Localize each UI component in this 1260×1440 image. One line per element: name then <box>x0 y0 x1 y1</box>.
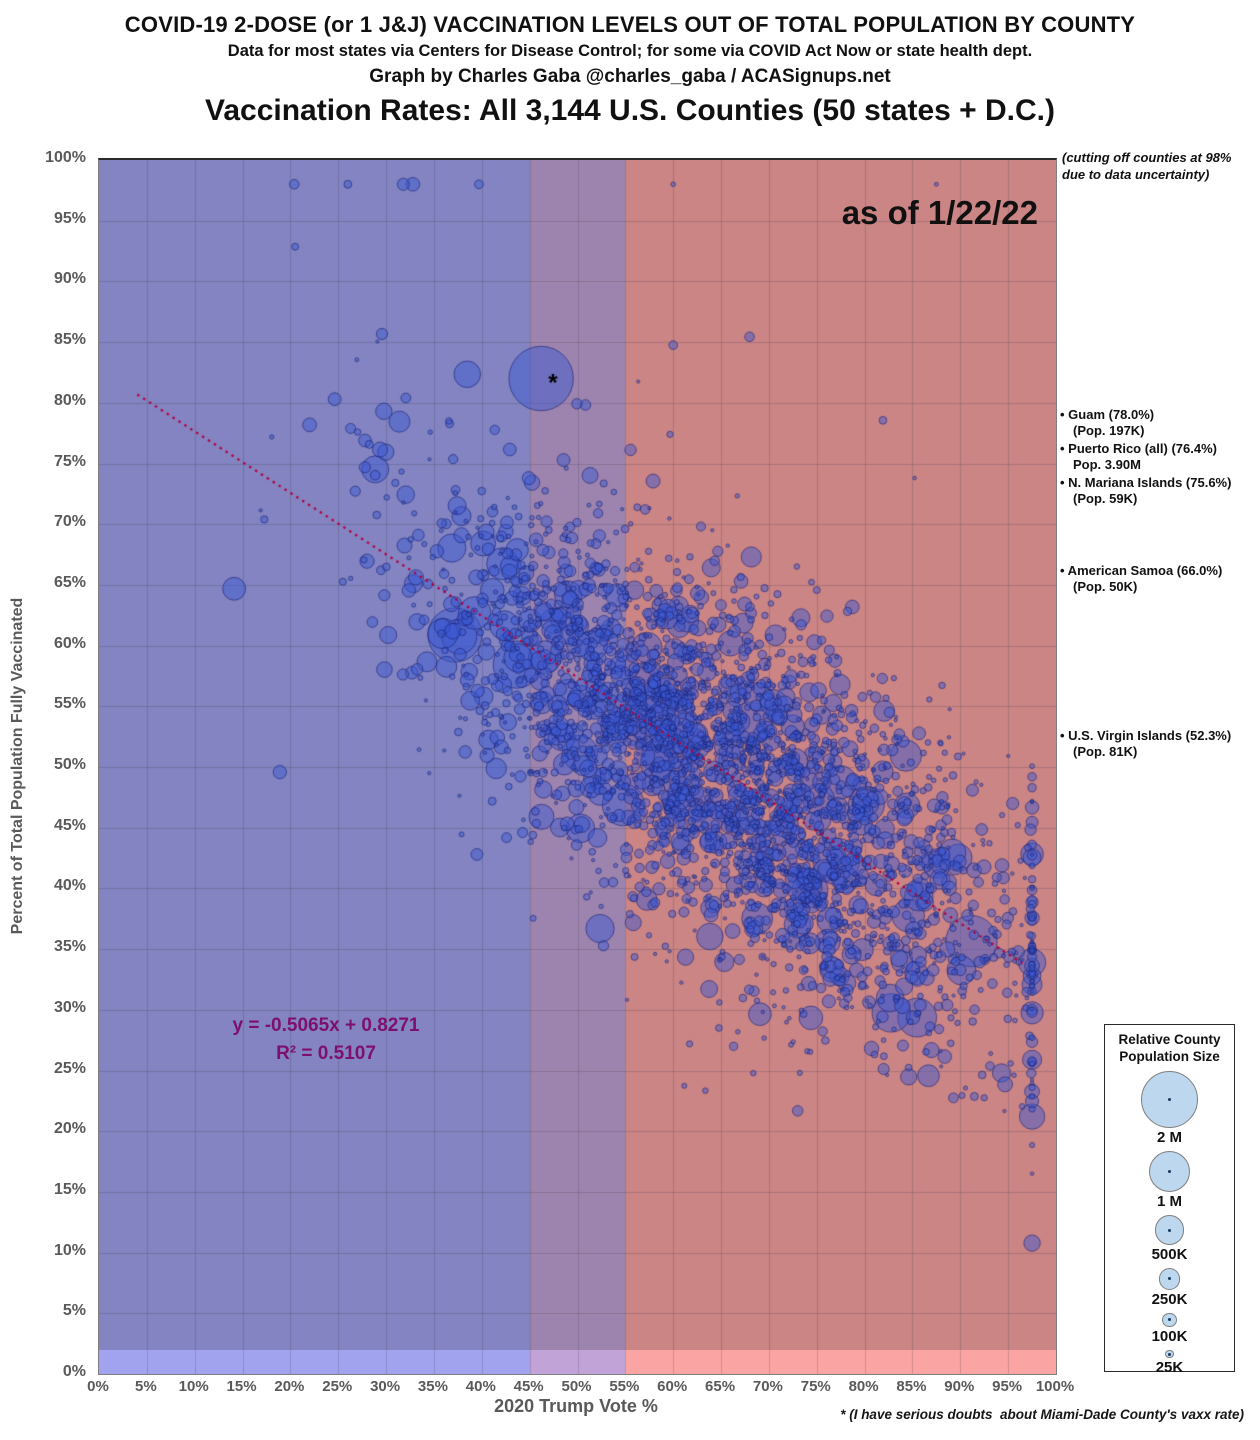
legend-bubble-icon <box>1154 1215 1185 1246</box>
y-tick-label: 70% <box>53 513 86 531</box>
y-tick-label: 100% <box>45 149 86 166</box>
legend-item-label: 1 M <box>1156 1193 1182 1211</box>
plot-area: as of 1/22/22 <box>98 158 1057 1375</box>
x-tick-label: 20% <box>274 1378 305 1395</box>
legend-item-label: 2 M <box>1156 1129 1182 1147</box>
x-tick-label: 30% <box>370 1378 401 1395</box>
x-tick-label: 55% <box>609 1378 640 1395</box>
y-tick-label: 15% <box>53 1180 86 1198</box>
legend-bubble-icon <box>1165 1350 1174 1359</box>
x-tick-label: 80% <box>848 1378 879 1395</box>
y-axis-title: Percent of Total Population Fully Vaccin… <box>9 597 26 935</box>
legend-item: 250K <box>1151 1268 1188 1308</box>
territory-annotation: • Puerto Rico (all) (76.4%) Pop. 3.90M <box>1060 441 1217 473</box>
regression-r-squared: R² = 0.5107 <box>276 1042 376 1064</box>
y-tick-label: 75% <box>53 452 86 470</box>
cutoff-note: (cutting off counties at 98% due to data… <box>1062 150 1258 184</box>
legend-item: 25K <box>1155 1350 1184 1377</box>
x-tick-label: 60% <box>657 1378 688 1395</box>
x-tick-label: 25% <box>322 1378 353 1395</box>
legend-item: 2 M <box>1140 1070 1199 1147</box>
legend-item-label: 25K <box>1155 1359 1184 1377</box>
cutoff-note-line2: due to data uncertainty) <box>1062 166 1210 182</box>
y-tick-label: 50% <box>53 756 86 773</box>
y-tick-label: 65% <box>53 573 86 591</box>
as-of-date-label: as of 1/22/22 <box>841 194 1038 231</box>
x-tick-label: 45% <box>513 1378 544 1395</box>
y-tick-label: 10% <box>53 1241 86 1259</box>
legend-item-label: 250K <box>1151 1290 1188 1308</box>
regression-label: y = -0.5065x + 0.8271 R² = 0.5107 <box>168 1012 484 1067</box>
y-tick-label: 20% <box>53 1120 86 1138</box>
legend-item-label: 100K <box>1151 1328 1188 1346</box>
legend-title: Relative County Population Size <box>1118 1032 1221 1064</box>
legend-bubble-icon <box>1158 1268 1181 1290</box>
x-tick-label: 90% <box>944 1378 975 1395</box>
legend-bubble-icon <box>1162 1312 1177 1328</box>
y-tick-label: 35% <box>53 938 86 956</box>
chart-title: Vaccination Rates: All 3,144 U.S. Counti… <box>204 94 1055 127</box>
x-tick-label: 75% <box>800 1378 831 1395</box>
y-tick-label: 95% <box>53 209 86 227</box>
y-tick-label: 25% <box>53 1059 86 1077</box>
x-tick-label: 40% <box>465 1378 496 1395</box>
territory-annotation: • U.S. Virgin Islands (52.3%) (Pop. 81K) <box>1060 728 1232 760</box>
legend-item: 1 M <box>1148 1151 1191 1211</box>
legend-item-label: 500K <box>1151 1246 1188 1264</box>
x-tick-label: 70% <box>752 1378 783 1395</box>
x-tick-label: 35% <box>417 1378 448 1395</box>
y-tick-label: 85% <box>53 331 86 349</box>
x-tick-label: 95% <box>992 1378 1023 1395</box>
x-tick-label: 15% <box>226 1378 257 1395</box>
x-tick-label: 65% <box>705 1378 736 1395</box>
page-title: COVID-19 2-DOSE (or 1 J&J) VACCINATION L… <box>124 12 1136 37</box>
legend-item: 100K <box>1151 1312 1188 1346</box>
bubble-size-legend: Relative County Population Size 2 M 1 M 50… <box>1104 1024 1235 1376</box>
legend-bubble-icon <box>1148 1151 1191 1193</box>
territory-annotation: • American Samoa (66.0%) (Pop. 50K) <box>1060 563 1223 595</box>
scatter-canvas <box>99 160 1056 1374</box>
y-tick-label: 30% <box>53 998 86 1016</box>
y-tick-label: 80% <box>53 391 86 409</box>
y-tick-label: 5% <box>62 1302 86 1320</box>
x-axis-title: 2020 Trump Vote % <box>494 1396 658 1416</box>
data-source-subtitle: Data for most states via Centers for Dis… <box>227 42 1033 60</box>
regression-equation: y = -0.5065x + 0.8271 <box>232 1015 420 1036</box>
author-credit: Graph by Charles Gaba @charles_gaba / AC… <box>369 66 891 87</box>
y-tick-label: 55% <box>53 695 86 713</box>
x-tick-label: 0% <box>87 1378 109 1395</box>
y-tick-label: 45% <box>53 816 86 834</box>
x-tick-label: 100% <box>1035 1378 1075 1395</box>
territory-annotation: • N. Mariana Islands (75.6%) (Pop. 59K) <box>1060 475 1232 507</box>
legend-bubble-icon <box>1140 1070 1199 1129</box>
legend-items: 2 M 1 M 500K 250K 100K 25K <box>1140 1066 1199 1377</box>
y-tick-label: 60% <box>53 634 86 652</box>
x-tick-label: 10% <box>178 1378 209 1395</box>
x-tick-label: 85% <box>896 1378 927 1395</box>
cutoff-note-line1: (cutting off counties at 98% <box>1062 150 1232 165</box>
y-tick-label: 40% <box>53 877 86 895</box>
x-tick-label: 5% <box>135 1378 157 1395</box>
territory-annotation: • Guam (78.0%) (Pop. 197K) <box>1060 407 1155 439</box>
legend-item: 500K <box>1151 1215 1188 1264</box>
x-tick-label: 50% <box>561 1378 592 1395</box>
y-tick-label: 90% <box>53 270 86 288</box>
miami-dade-footnote: * (I have serious doubts about Miami-Dad… <box>840 1407 1244 1422</box>
y-tick-label: 0% <box>62 1363 86 1380</box>
